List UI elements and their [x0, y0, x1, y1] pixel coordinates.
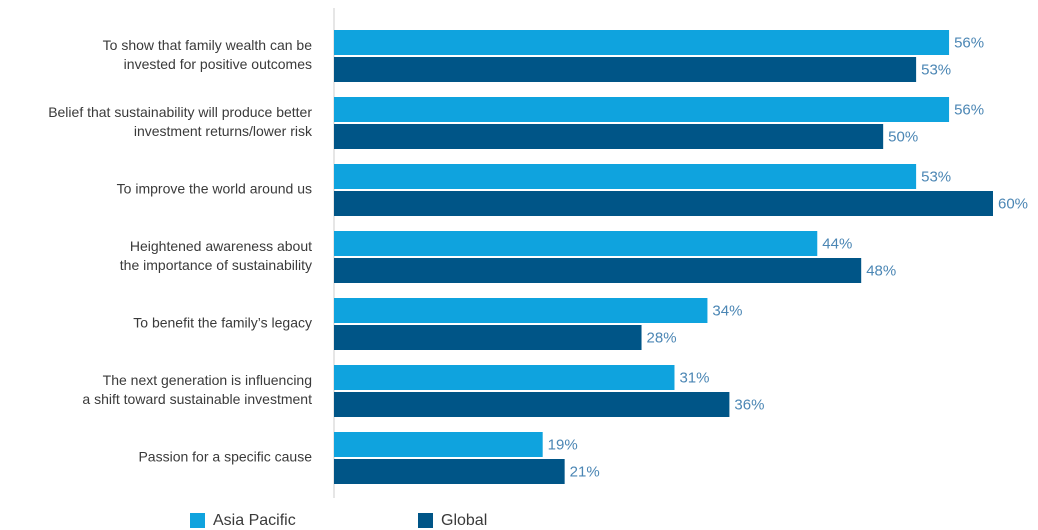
value-label: 60%: [998, 195, 1028, 212]
bar: [334, 325, 642, 350]
bar: [334, 459, 565, 484]
bar: [334, 57, 917, 82]
bar: [334, 30, 950, 55]
value-label: 21%: [570, 463, 600, 480]
bar: [334, 392, 730, 417]
bar: [334, 164, 917, 189]
bar: [334, 124, 884, 149]
bar: [334, 365, 675, 390]
bar: [334, 298, 708, 323]
category-label: To show that family wealth can be: [103, 37, 313, 53]
value-label: 31%: [679, 369, 709, 386]
value-label: 44%: [822, 235, 852, 252]
value-label: 50%: [888, 128, 918, 145]
value-label: 56%: [954, 101, 984, 118]
category-label: a shift toward sustainable investment: [82, 391, 312, 407]
bar: [334, 191, 993, 216]
value-label: 28%: [647, 329, 677, 346]
value-label: 53%: [921, 168, 951, 185]
category-label: the importance of sustainability: [120, 257, 312, 273]
category-label: investment returns/lower risk: [134, 123, 313, 139]
value-label: 19%: [548, 436, 578, 453]
category-label: To improve the world around us: [117, 181, 312, 197]
bar: [334, 258, 862, 283]
category-label: invested for positive outcomes: [124, 56, 312, 72]
bar: [334, 231, 818, 256]
legend-swatch: [190, 513, 205, 528]
value-label: 56%: [954, 34, 984, 51]
legend-label: Global: [441, 512, 487, 529]
category-label: To benefit the family’s legacy: [133, 315, 312, 331]
category-label: Passion for a specific cause: [138, 449, 312, 465]
legend-swatch: [418, 513, 433, 528]
value-label: 48%: [866, 262, 896, 279]
value-label: 36%: [734, 396, 764, 413]
value-label: 53%: [921, 61, 951, 78]
category-label: Heightened awareness about: [130, 238, 312, 254]
legend-label: Asia Pacific: [213, 512, 296, 529]
category-label: The next generation is influencing: [103, 372, 312, 388]
bar: [334, 432, 543, 457]
category-label: Belief that sustainability will produce …: [48, 104, 312, 120]
value-label: 34%: [712, 302, 742, 319]
bar: [334, 97, 950, 122]
